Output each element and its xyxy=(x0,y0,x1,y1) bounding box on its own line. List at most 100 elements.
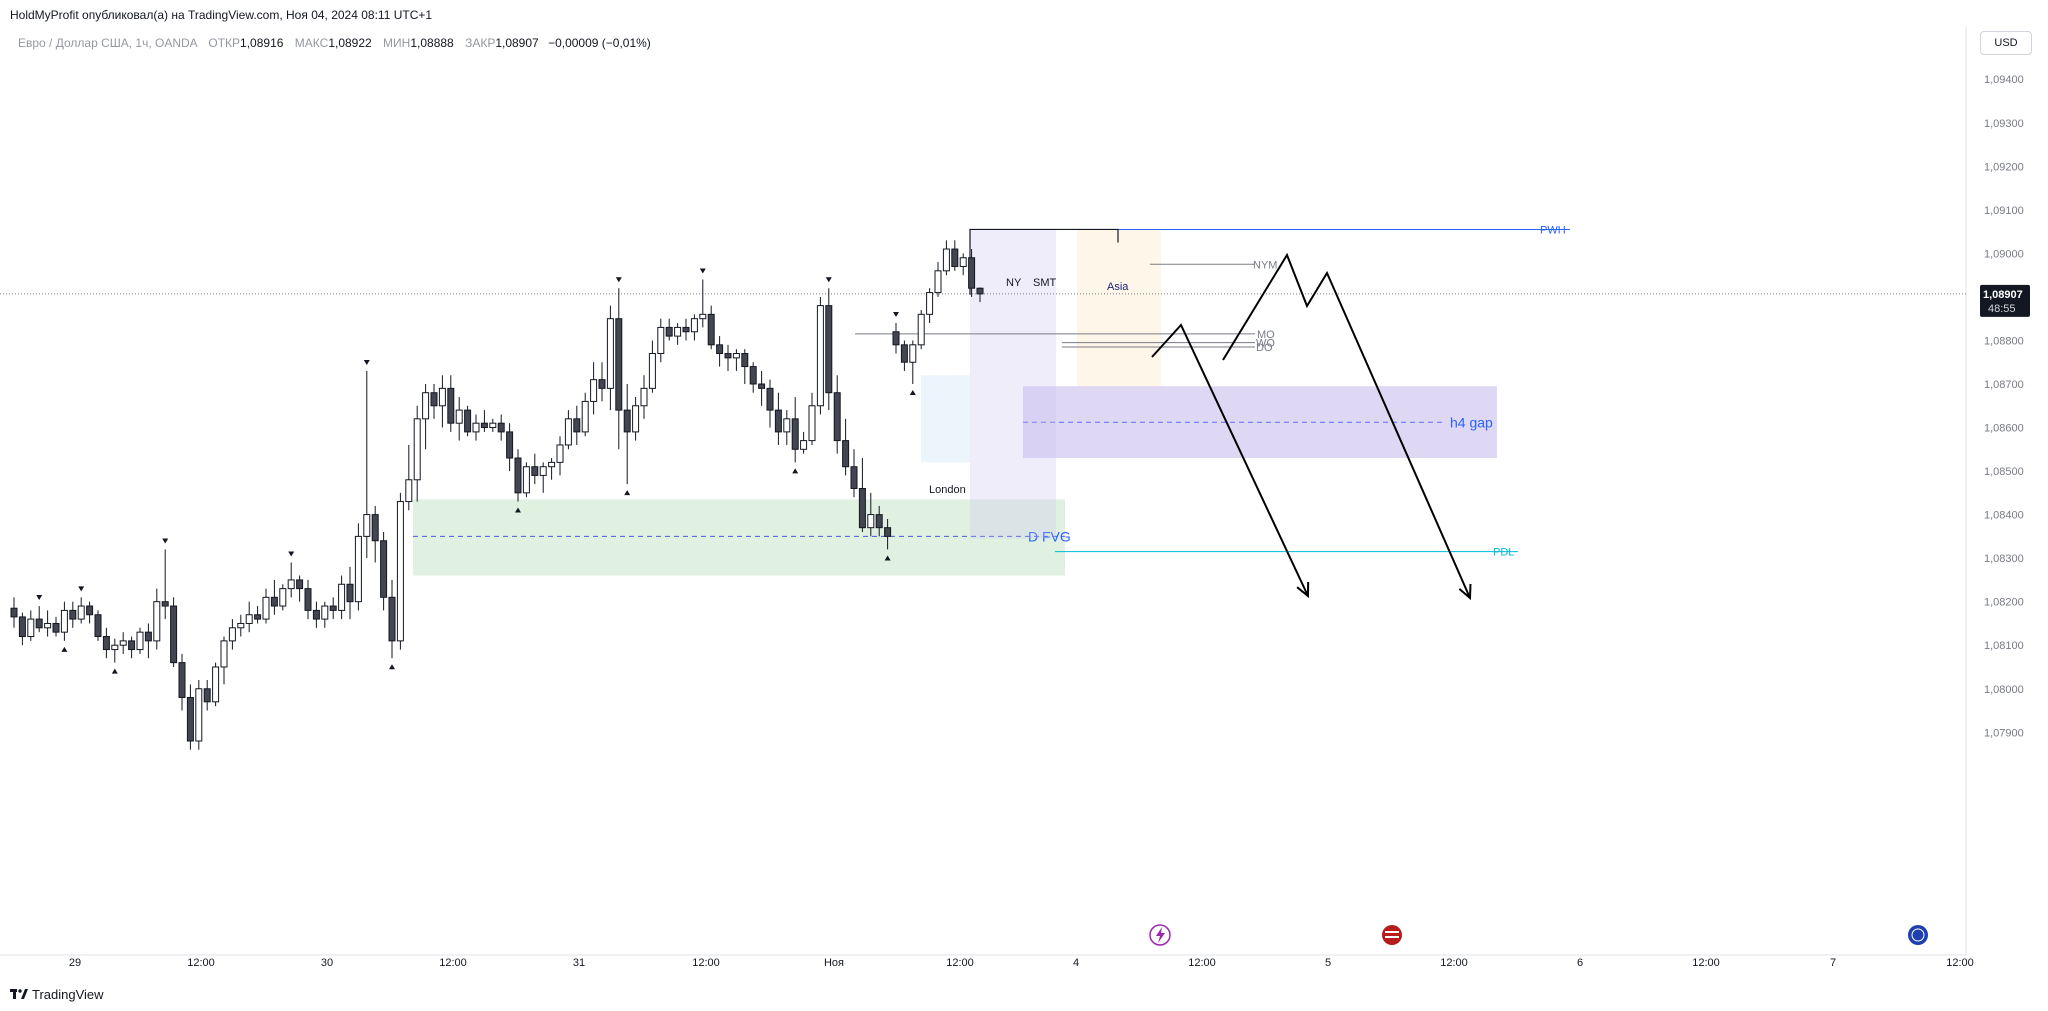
candle-body xyxy=(287,579,295,590)
candle-body xyxy=(522,466,530,494)
candle-body xyxy=(212,666,220,703)
last-price-tag-bg xyxy=(1980,284,2030,317)
candle-body xyxy=(455,409,463,424)
time-tick-label: 12:00 xyxy=(1188,957,1216,969)
candle-body xyxy=(270,596,278,607)
candle-body xyxy=(296,579,304,590)
candle-body xyxy=(548,461,556,468)
candle xyxy=(128,636,136,659)
candle-body xyxy=(942,248,950,272)
level-nym: NYM xyxy=(1150,259,1277,271)
candle xyxy=(850,449,858,498)
zone-d-fvg: D FVG xyxy=(413,499,1071,576)
candle xyxy=(581,392,589,437)
candle xyxy=(522,462,530,498)
time-tick-label: 6 xyxy=(1577,957,1583,969)
tradingview-brand: TradingView xyxy=(32,987,104,1002)
close-label: ЗАКР xyxy=(465,36,496,50)
candle-body xyxy=(220,640,228,668)
time-tick-label: 12:00 xyxy=(1692,957,1720,969)
symbol-name[interactable]: Евро / Доллар США, 1ч, OANDA xyxy=(18,36,198,50)
candle xyxy=(279,584,287,611)
candle-body xyxy=(825,305,833,394)
fractal-high-marker xyxy=(825,277,832,283)
candle-body xyxy=(153,601,161,642)
candle xyxy=(867,492,875,537)
candle-body xyxy=(615,318,623,411)
fractal-low-marker xyxy=(909,390,916,395)
candle-body xyxy=(228,627,236,642)
symbol-legend[interactable]: Евро / Доллар США, 1ч, OANDA ОТКР1,08916… xyxy=(18,36,651,50)
candle xyxy=(422,384,430,450)
price-tick-label: 1,08100 xyxy=(1984,640,2024,652)
candle-body xyxy=(128,640,136,651)
candle xyxy=(430,384,438,419)
candle xyxy=(237,614,245,637)
candle xyxy=(228,619,236,650)
candle xyxy=(312,601,320,628)
level-wo: WO xyxy=(1062,338,1275,350)
candle xyxy=(44,610,52,637)
candle-body xyxy=(900,344,908,363)
candle-body xyxy=(77,605,85,620)
candle xyxy=(951,240,959,271)
fractal-high-marker xyxy=(288,551,295,557)
candle-body xyxy=(279,588,287,607)
candle-body xyxy=(875,514,883,529)
time-tick-label: 12:00 xyxy=(692,957,720,969)
candle xyxy=(69,601,77,628)
publish-text: HoldMyProfit опубликовал(а) на TradingVi… xyxy=(10,8,433,22)
candle-body xyxy=(52,622,60,633)
us-flag-stripe-icon xyxy=(1385,931,1399,933)
candle xyxy=(774,392,782,445)
candle xyxy=(212,662,220,707)
fractal-high-marker xyxy=(36,595,43,601)
candle xyxy=(153,588,161,650)
projection-arrow-far-path xyxy=(1222,252,1471,599)
candle-body xyxy=(640,387,648,407)
candle xyxy=(573,405,581,445)
candle-body xyxy=(489,422,497,429)
change-value: −0,00009 (−0,01%) xyxy=(548,36,651,50)
candle-body xyxy=(86,605,94,616)
candle xyxy=(447,375,455,432)
candle-body xyxy=(27,618,35,638)
asia-session-box xyxy=(1077,229,1161,387)
candle xyxy=(354,523,362,611)
candle xyxy=(724,344,732,371)
level-do: DO xyxy=(1062,342,1273,354)
candle-body xyxy=(506,431,514,459)
candle-body xyxy=(413,418,421,481)
candle xyxy=(783,410,791,445)
candle xyxy=(716,336,724,367)
fractal-low-marker xyxy=(792,468,799,474)
candle xyxy=(842,418,850,476)
candle-body xyxy=(598,379,606,389)
candle-body xyxy=(380,540,388,598)
candle-body xyxy=(749,366,757,385)
price-tick-label: 1,08500 xyxy=(1984,466,2024,478)
candle xyxy=(606,305,614,411)
candle xyxy=(304,579,312,620)
candle-body xyxy=(405,479,413,503)
candle xyxy=(86,601,94,624)
candle-body xyxy=(707,313,715,346)
candle-body xyxy=(774,409,782,433)
currency-button[interactable]: USD xyxy=(1980,31,2032,55)
candle xyxy=(455,397,463,441)
publish-bar: HoldMyProfit опубликовал(а) на TradingVi… xyxy=(0,0,2048,26)
candle xyxy=(623,384,631,485)
us-flag-event-icon[interactable] xyxy=(1382,925,1402,945)
us-flag-stripe-icon xyxy=(1385,936,1399,938)
globe-event-icon[interactable] xyxy=(1908,925,1928,945)
fractal-low-marker xyxy=(111,668,118,674)
tradingview-footer[interactable]: TradingView xyxy=(10,987,104,1002)
candle-body xyxy=(329,605,337,611)
candle-body xyxy=(758,383,766,389)
candle xyxy=(892,323,900,354)
candle-body xyxy=(724,353,732,359)
candle xyxy=(472,414,480,441)
candle-body xyxy=(581,400,589,433)
candle-body xyxy=(674,326,682,337)
